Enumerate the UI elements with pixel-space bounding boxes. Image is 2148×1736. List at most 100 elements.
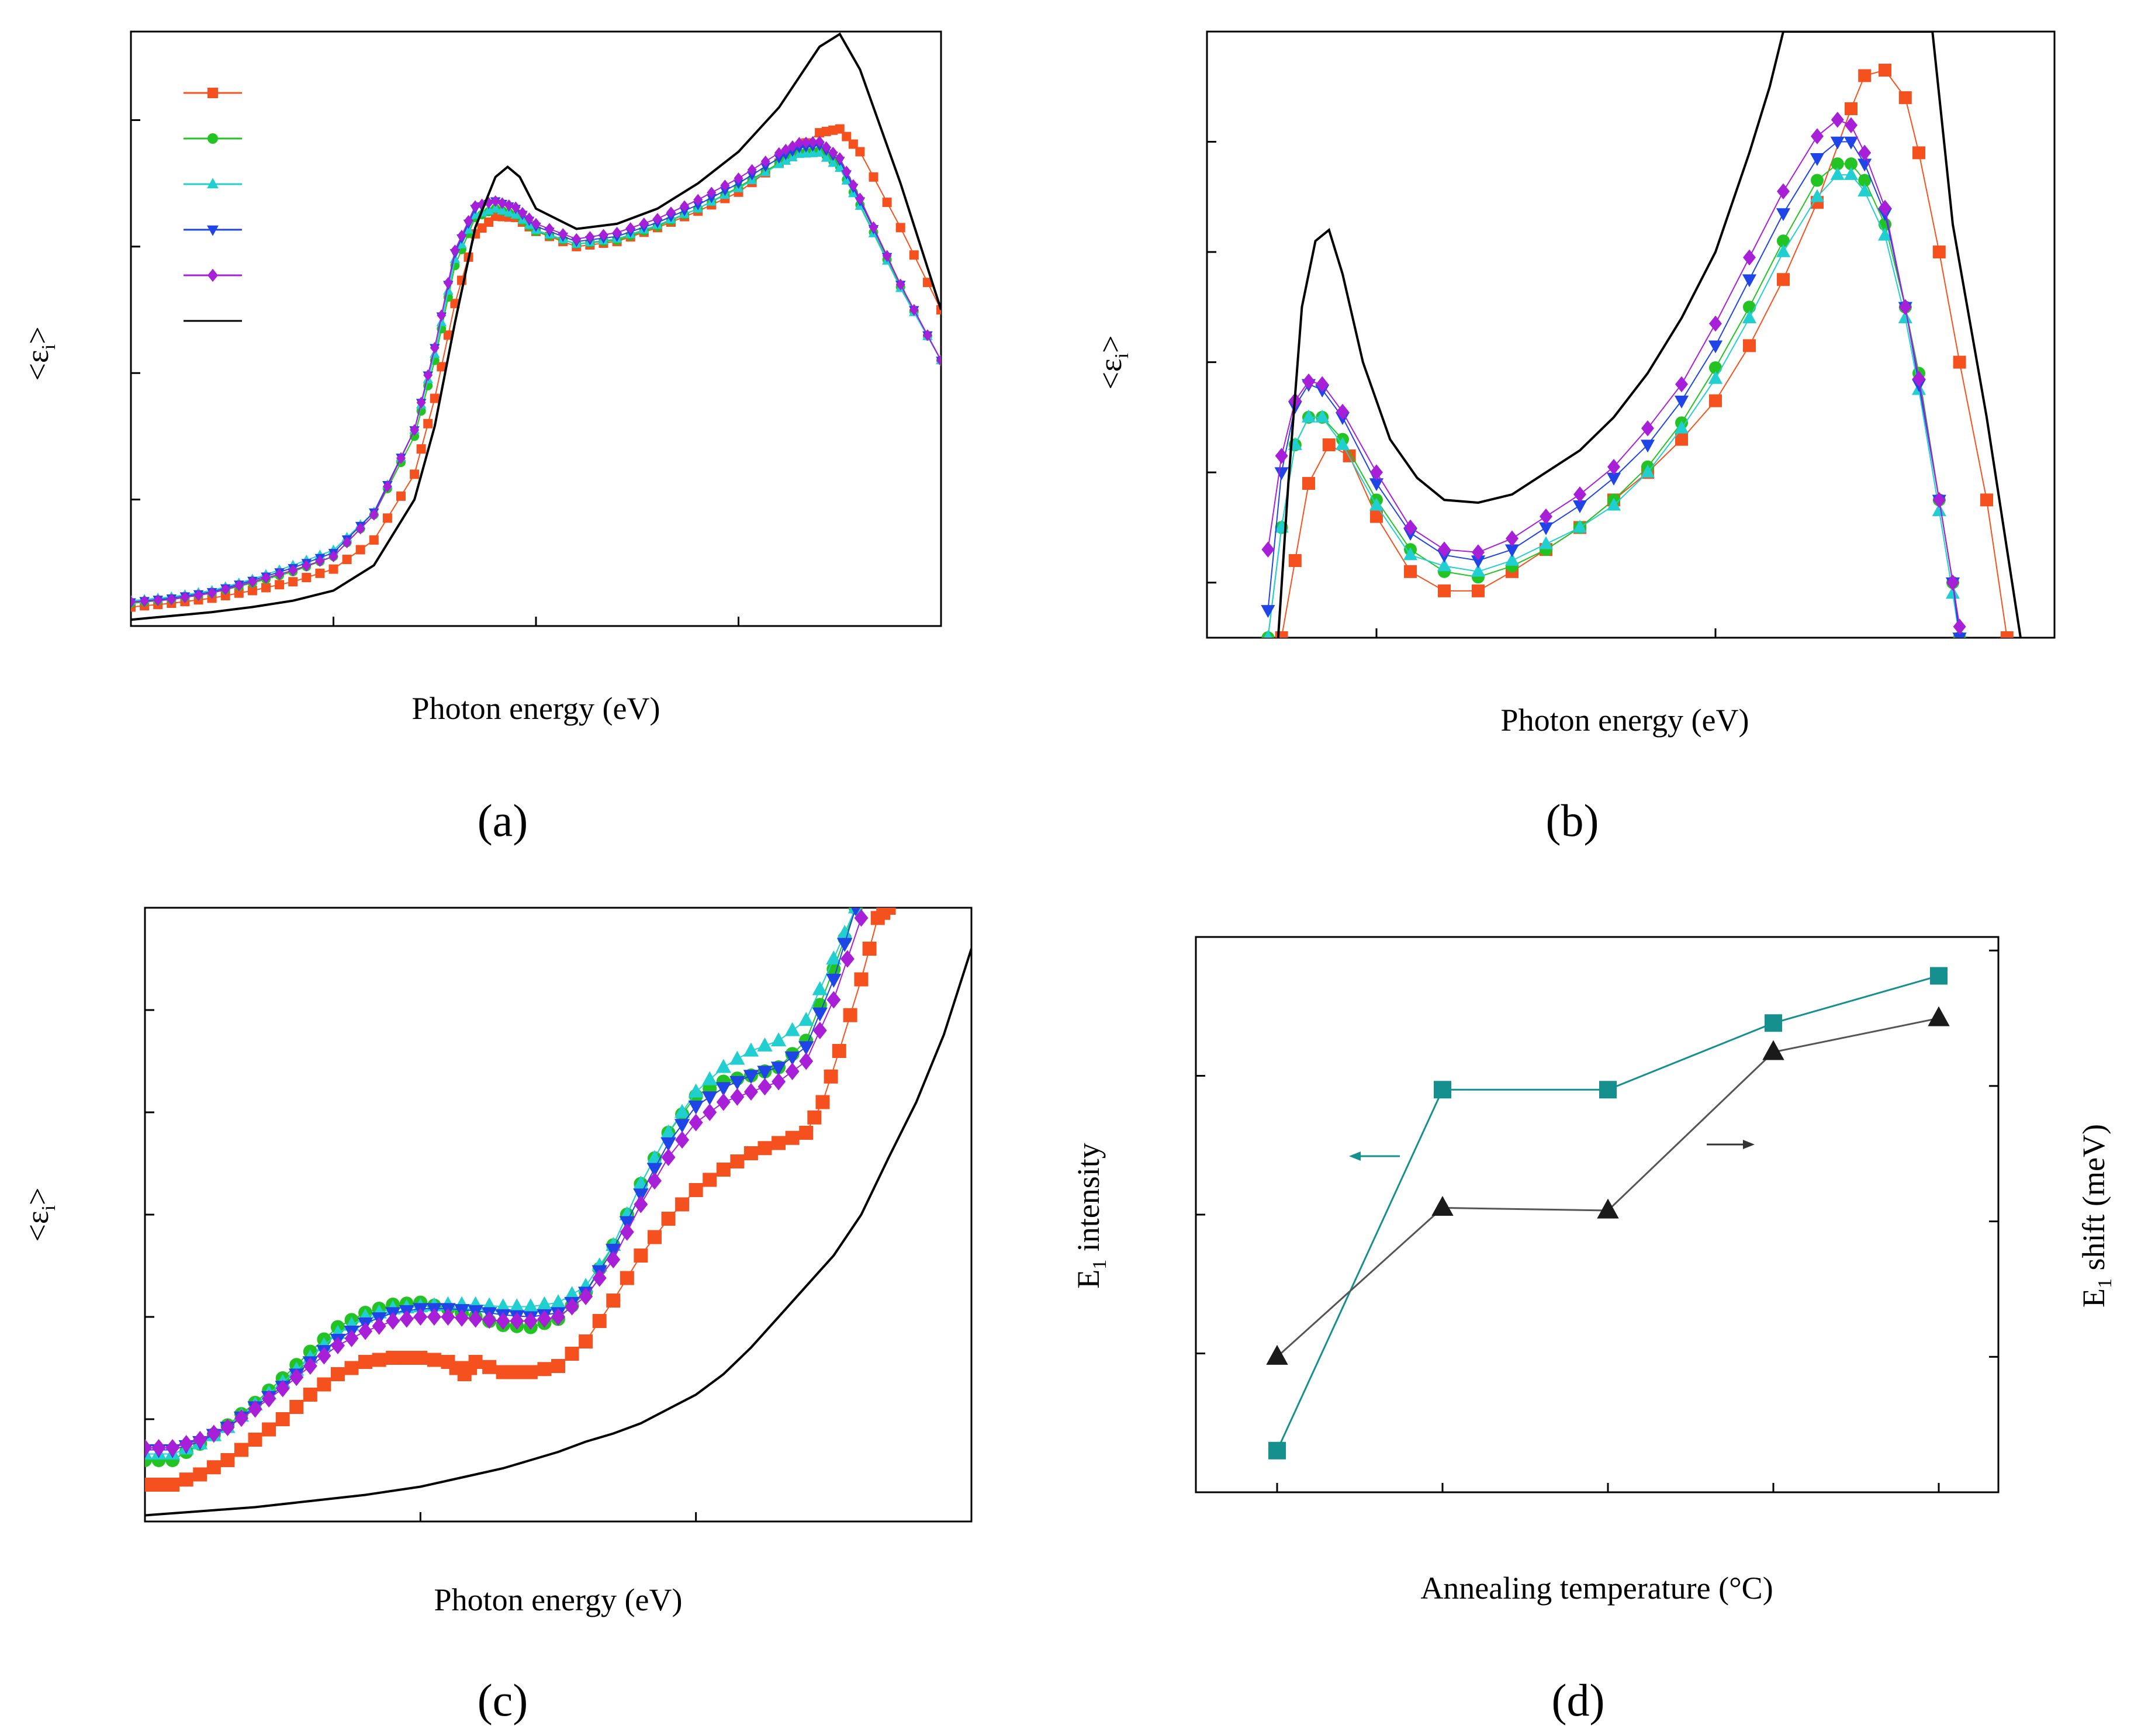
panel-a-point-400-c — [842, 165, 852, 178]
panel-c-point-as-grown — [606, 1294, 621, 1308]
panel-b-point-250-c — [1858, 174, 1872, 187]
panel-c-point-400-c — [730, 1088, 745, 1106]
panel-a-point-400-c — [936, 354, 941, 366]
panel-d-point-shift — [1762, 1040, 1784, 1060]
panel-b-point-as-grown — [1953, 355, 1966, 369]
panel-c-point-400-c — [579, 1288, 593, 1305]
panel-a-point-400-c — [808, 136, 818, 148]
panel-b-point-400-c — [1858, 144, 1872, 161]
panel-c-point-as-grown — [482, 1360, 497, 1374]
panel-c-point-400-c — [620, 1223, 634, 1241]
panel-b-point-300-c — [1606, 497, 1621, 511]
panel-c-point-350-c — [606, 1243, 621, 1258]
panel-c-point-350-c — [688, 1100, 704, 1115]
panel-a-point-400-c — [193, 589, 203, 601]
panel-a-point-400-c — [835, 152, 845, 164]
panel-c-point-350-c — [729, 1076, 745, 1090]
panel-a-line-400-c — [131, 141, 941, 603]
panel-a-point-400-c — [524, 212, 534, 224]
panel-b-point-300-c — [1810, 189, 1825, 202]
panel-a-point-as-grown — [835, 124, 845, 134]
panel-a-point-400-c — [855, 192, 865, 205]
panel-b-point-as-grown — [1879, 63, 1891, 77]
panel-b-point-400-c — [1932, 492, 1946, 509]
panel-b-point-300-c — [1572, 520, 1587, 533]
panel-a-point-400-c — [922, 329, 932, 341]
panel-c-point-as-grown — [799, 1126, 814, 1140]
panel-c-point-400-c — [551, 1308, 565, 1326]
panel-c-point-300-c — [564, 1286, 580, 1301]
panel-a-point-400-c — [760, 155, 770, 168]
panel-c-point-as-grown — [716, 1163, 731, 1177]
panel-c-point-400-c — [220, 1419, 235, 1436]
panel-a-point-400-c — [396, 452, 406, 464]
panel-b-frame — [1206, 30, 2056, 639]
panel-a-line-as-grown — [131, 128, 941, 608]
panel-c-point-as-grown — [496, 1365, 510, 1379]
panel-b-point-as-grown — [1302, 477, 1315, 490]
panel-a-point-300-c — [497, 205, 508, 215]
panel-b-point-300-c — [1898, 310, 1912, 324]
panel-c-point-400-c — [812, 1022, 827, 1039]
panel-b-point-400-c — [1275, 448, 1288, 464]
panel-a-point-400-c — [437, 309, 447, 321]
panel-b-point-300-c — [1830, 167, 1845, 180]
panel-b-point-400-c — [1302, 373, 1315, 390]
panel-c-point-as-grown — [757, 1141, 772, 1156]
panel-c-point-400-c — [689, 1113, 703, 1132]
panel-a-point-400-c — [247, 576, 257, 588]
panel-d-point-shift — [1266, 1344, 1288, 1365]
panel-a-point-400-c — [666, 206, 676, 219]
panel-b-plot — [1207, 30, 2056, 638]
panel-d-figure-label: (d) — [1552, 1675, 1605, 1725]
panel-a-point-400-c — [585, 231, 595, 243]
panel-a-point-as-grown — [909, 250, 919, 260]
panel-a-point-400-c — [416, 396, 426, 409]
panel-a-point-as-grown — [895, 223, 905, 233]
panel-c-point-400-c — [854, 909, 869, 927]
panel-c-point-as-grown — [647, 1230, 662, 1244]
panel-c-point-350-c — [646, 1163, 663, 1177]
panel-b-point-as-grown — [1322, 438, 1336, 452]
panel-a-point-400-c — [895, 278, 905, 291]
panel-b-point-as-grown — [1675, 433, 1688, 446]
panel-b-point-300-c — [1858, 184, 1872, 197]
panel-b-point-300-c — [1640, 464, 1655, 478]
panel-a-figure-label: (a) — [478, 795, 528, 846]
panel-a-point-350-c — [733, 179, 744, 189]
panel-c-point-400-c — [703, 1104, 717, 1121]
panel-a-point-400-c — [720, 179, 730, 192]
panel-a-point-400-c — [882, 250, 892, 262]
panel-c-point-350-c — [715, 1082, 731, 1097]
panel-b-point-400-c — [1777, 183, 1790, 200]
panel-b-point-300-c — [1403, 547, 1418, 561]
panel-c-point-400-c — [661, 1149, 676, 1166]
panel-a-point-400-c — [909, 304, 919, 316]
panel-c-point-as-grown — [372, 1353, 386, 1367]
panel-b-point-as-grown — [1709, 394, 1722, 407]
legend-marker-300-c — [207, 178, 219, 189]
panel-b-point-400-c — [1261, 541, 1275, 558]
panel-b-point-350-c — [1504, 544, 1520, 558]
panel-c-point-400-c — [179, 1435, 193, 1453]
panel-c-point-as-grown — [881, 908, 896, 915]
panel-c-point-400-c — [468, 1310, 483, 1328]
panel-c-point-300-c — [674, 1104, 690, 1118]
panel-c-point-as-grown — [843, 1008, 857, 1022]
panel-c-point-400-c — [386, 1312, 400, 1330]
panel-c-point-as-grown — [675, 1197, 690, 1212]
panel-c-point-350-c — [770, 1061, 787, 1076]
panel-b-point-300-c — [1776, 244, 1791, 257]
panel-a-point-as-grown — [382, 513, 392, 523]
legend-marker-350-c — [207, 225, 219, 236]
panel-c-point-as-grown — [468, 1355, 483, 1369]
panel-a-point-400-c — [369, 509, 379, 521]
panel-c-point-400-c — [317, 1347, 331, 1365]
panel-a-point-400-c — [572, 233, 582, 245]
panel-a-point-as-grown — [430, 393, 440, 403]
panel-c-point-as-grown — [303, 1388, 317, 1402]
panel-d-point-intensity — [1765, 1014, 1782, 1032]
panel-b-point-as-grown — [1912, 146, 1925, 160]
panel-b-point-250-c — [1845, 157, 1858, 171]
panel-c-point-as-grown — [523, 1365, 538, 1379]
